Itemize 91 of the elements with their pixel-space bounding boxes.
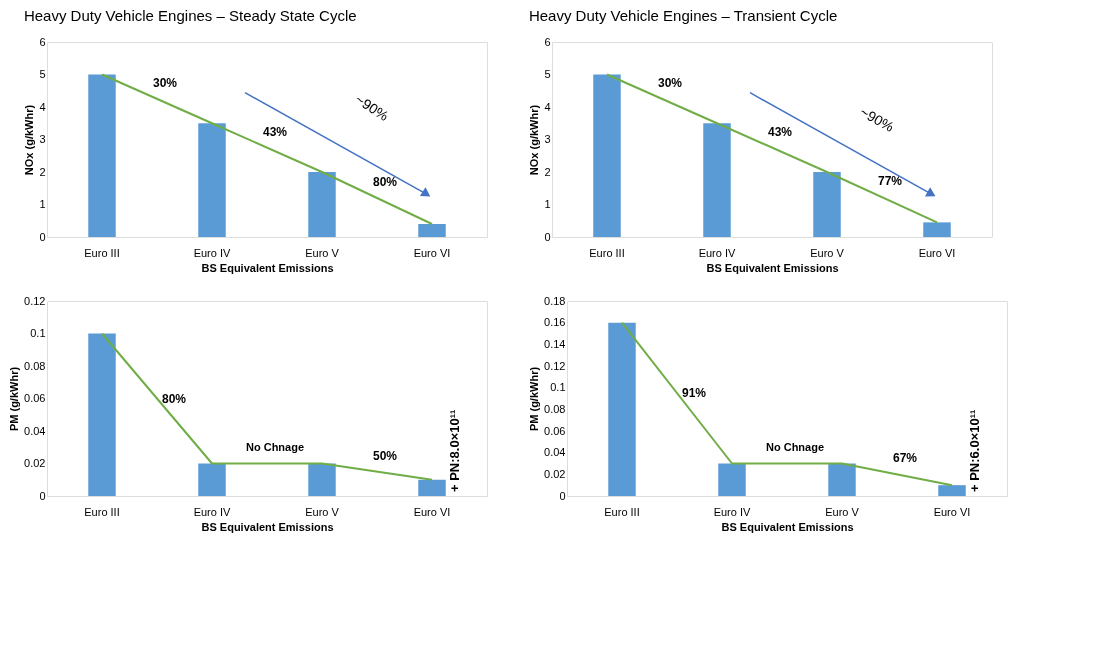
y-tick-label: 4: [544, 100, 551, 113]
y-axis-title: PM (g/kWhr): [8, 366, 21, 432]
annotation: 50%: [372, 448, 398, 463]
x-tick-label: Euro V: [810, 246, 845, 259]
y-tick-label: 4: [39, 100, 46, 113]
y-tick-label: 3: [39, 133, 46, 145]
annotation: + PN:6.0×10¹¹: [966, 409, 982, 492]
annotation: 43%: [262, 124, 288, 139]
bar: [923, 222, 951, 237]
y-tick-label: 3: [544, 133, 551, 145]
x-tick-label: Euro V: [305, 246, 340, 259]
y-tick-label: 0.12: [544, 359, 566, 372]
x-tick-label: Euro IV: [713, 505, 751, 518]
annotation: 43%: [767, 124, 793, 139]
annotation: 77%: [877, 174, 903, 189]
y-tick-label: 1: [39, 198, 46, 210]
bar: [828, 463, 856, 496]
x-tick-label: Euro VI: [413, 505, 451, 518]
y-tick-label: 0: [559, 489, 566, 502]
line-series: [101, 73, 433, 225]
y-axis-title: NOx (g/kWhr): [23, 104, 36, 176]
annotation: ~90%: [352, 90, 392, 124]
x-tick-label: Euro VI: [933, 505, 971, 518]
x-tick-label: Euro VI: [413, 246, 451, 259]
y-tick-label: 0.04: [544, 446, 566, 459]
y-tick-label: 0.08: [24, 359, 46, 372]
y-tick-label: 0: [39, 230, 46, 243]
bar: [703, 123, 731, 237]
x-tick-label: Euro IV: [193, 505, 231, 518]
bar: [938, 485, 966, 496]
x-axis-title: BS Equivalent Emissions: [201, 261, 334, 274]
y-tick-label: 5: [544, 68, 551, 80]
annotation: 80%: [162, 391, 187, 406]
x-tick-label: Euro III: [604, 505, 640, 518]
x-tick-label: Euro V: [825, 505, 860, 518]
x-axis-title: BS Equivalent Emissions: [706, 261, 839, 274]
annotation: ~90%: [857, 103, 897, 135]
y-axis-title: NOx (g/kWhr): [528, 104, 541, 176]
x-tick-label: Euro VI: [918, 246, 956, 259]
x-axis-title: BS Equivalent Emissions: [201, 520, 334, 533]
x-tick-label: Euro III: [589, 246, 625, 259]
y-tick-label: 0.06: [24, 392, 46, 404]
x-tick-label: Euro IV: [193, 246, 231, 259]
annotation: No Chnage: [245, 440, 305, 453]
y-axis-title: PM (g/kWhr): [528, 366, 541, 432]
bar: [198, 123, 226, 237]
bar: [593, 74, 621, 237]
annotation: 30%: [152, 75, 178, 90]
y-tick-label: 0.08: [544, 402, 566, 415]
chart-title: Heavy Duty Vehicle Engines – Steady State Cycle: [23, 7, 357, 24]
x-tick-label: Euro IV: [698, 246, 736, 259]
y-tick-label: 0: [39, 489, 46, 502]
bar: [88, 333, 116, 496]
annotation: No Chnage: [765, 440, 825, 453]
bar: [308, 463, 336, 496]
bar: [813, 172, 841, 237]
bar: [718, 463, 746, 496]
bar: [198, 463, 226, 496]
y-tick-label: 2: [39, 165, 46, 178]
y-tick-label: 5: [39, 68, 46, 80]
x-axis-title: BS Equivalent Emissions: [721, 520, 854, 533]
y-tick-label: 0.18: [544, 294, 566, 307]
annotation: 80%: [372, 175, 398, 189]
y-tick-label: 0.02: [24, 457, 46, 469]
chart-title: Heavy Duty Vehicle Engines – Transient Cycle: [528, 7, 838, 24]
y-tick-label: 0.02: [544, 467, 566, 480]
annotation: 30%: [657, 75, 683, 90]
bar: [88, 74, 116, 237]
x-tick-label: Euro III: [84, 505, 120, 518]
y-tick-label: 6: [39, 35, 46, 48]
y-tick-label: 1: [544, 198, 551, 210]
y-tick-label: 6: [544, 35, 551, 48]
line-series: [606, 73, 938, 224]
y-tick-label: 0.04: [24, 424, 46, 437]
y-tick-label: 0.06: [544, 424, 566, 437]
bar: [418, 224, 446, 237]
y-tick-label: 0: [544, 230, 551, 243]
y-tick-label: 2: [544, 165, 551, 178]
bar: [308, 172, 336, 237]
y-tick-label: 0.12: [24, 294, 46, 307]
y-tick-label: 0.16: [544, 316, 566, 329]
y-tick-label: 0.14: [544, 337, 566, 350]
x-tick-label: Euro III: [84, 246, 120, 259]
x-tick-label: Euro V: [305, 505, 340, 518]
bar: [608, 322, 636, 496]
y-tick-label: 0.1: [30, 327, 46, 339]
annotation: 67%: [892, 451, 918, 466]
y-tick-label: 0.1: [550, 381, 566, 394]
bar: [418, 479, 446, 496]
annotation: + PN:8.0×10¹¹: [446, 409, 462, 492]
annotation: 91%: [682, 386, 707, 401]
